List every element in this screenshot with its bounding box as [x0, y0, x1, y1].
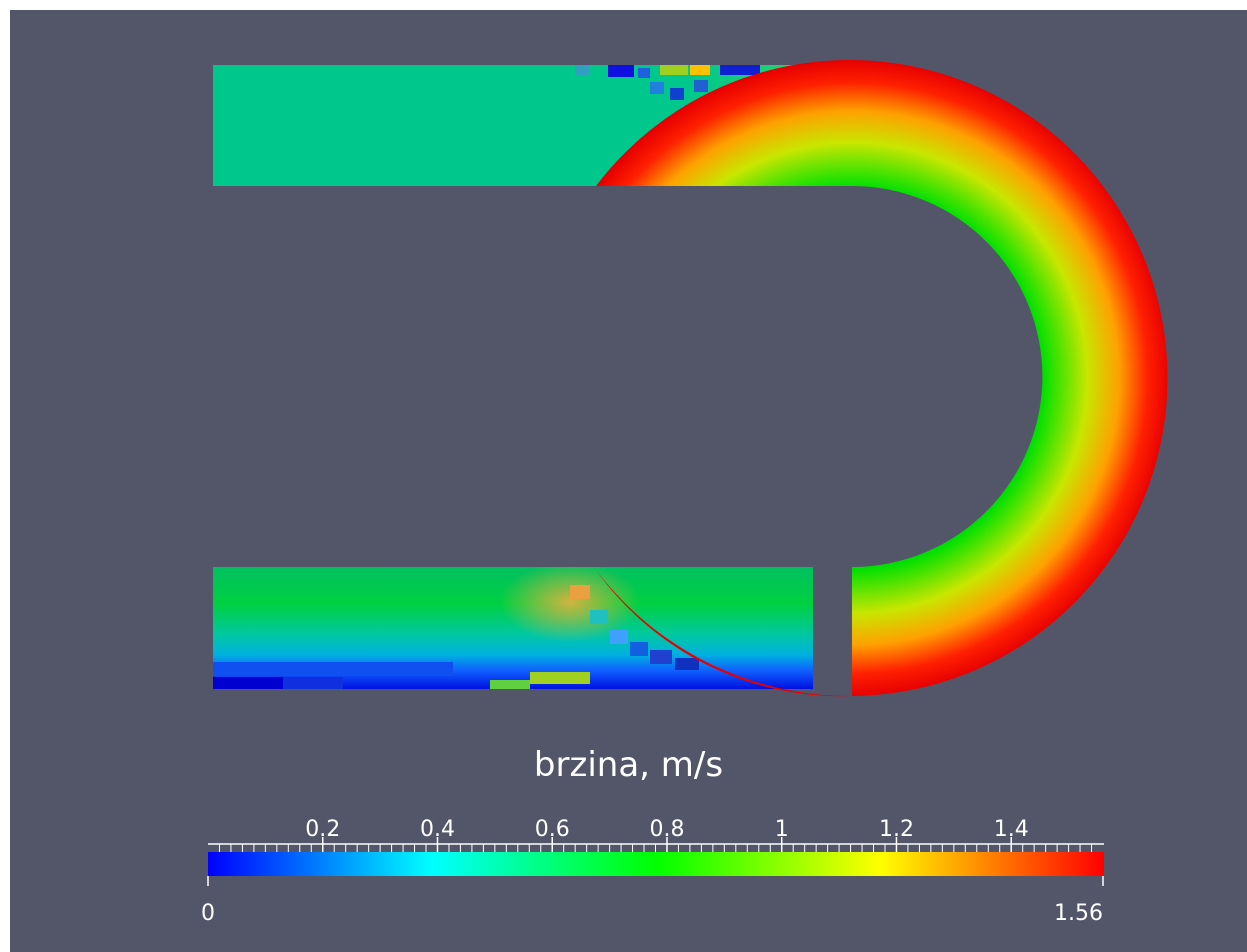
- colorbar-tick-label: 1: [775, 817, 789, 842]
- colorbar-tick-label: 1.2: [879, 817, 914, 842]
- colorbar-tick-label: 0.8: [649, 817, 684, 842]
- colorbar-tick-label: 0.2: [305, 817, 340, 842]
- bottom-outlet-channel: [213, 567, 813, 689]
- render-viewport[interactable]: 0.2 0.4 0.6 0.8 1 1.2 1.4 0 1.56 brzina, m/s: [10, 10, 1247, 952]
- colorbar-min-label: 0: [201, 901, 215, 926]
- colorbar-tick-label: 1.4: [994, 817, 1029, 842]
- colorbar-gradient: [208, 852, 1104, 876]
- colorbar-minor-ticks: [218, 844, 1093, 852]
- velocity-field-scene: 0.2 0.4 0.6 0.8 1 1.2 1.4 0 1.56: [201, 59, 1168, 926]
- colorbar: 0.2 0.4 0.6 0.8 1 1.2 1.4 0 1.56: [201, 817, 1104, 926]
- colorbar-max-label: 1.56: [1054, 901, 1103, 926]
- colorbar-tick-label: 0.4: [420, 817, 455, 842]
- colorbar-major-ticks: 0.2 0.4 0.6 0.8 1 1.2 1.4: [305, 817, 1029, 852]
- colorbar-tick-label: 0.6: [535, 817, 570, 842]
- u-bend-ring: [596, 59, 1168, 697]
- colorbar-title: brzina, m/s: [533, 745, 724, 785]
